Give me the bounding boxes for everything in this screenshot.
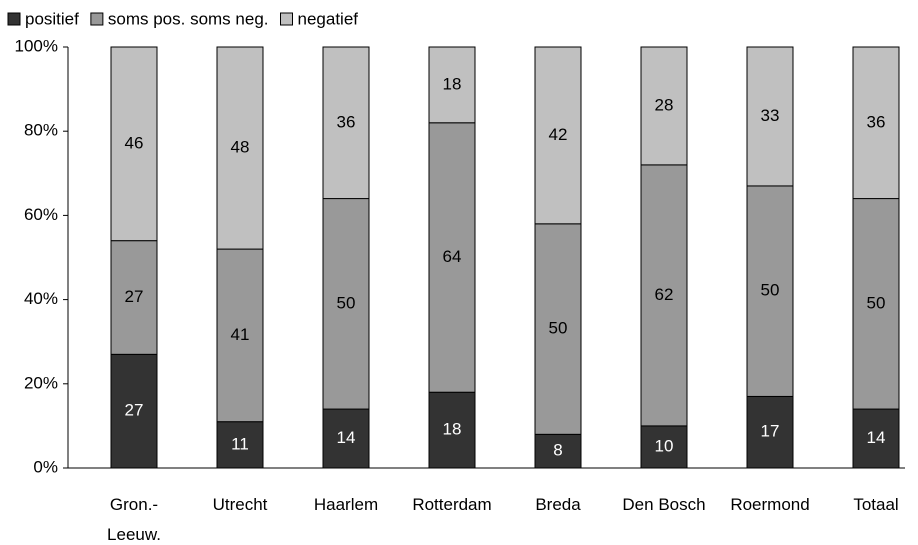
value-label: 50 [549,319,568,338]
value-label: 18 [443,74,462,93]
legend-swatch [7,12,21,26]
value-label: 42 [549,125,568,144]
x-tick-label: Den Bosch [622,495,706,514]
x-tick-label: Rotterdam [412,495,492,514]
bar-segment [534,433,582,469]
x-tick-label: Totaal [853,495,899,514]
x-tick-label: Gron.- Leeuw. [107,495,161,544]
bar-segment [322,46,370,200]
bar-segment [746,185,794,397]
x-tick-label: Roermond [730,495,810,514]
bar-segment [110,240,158,355]
bar-segment [428,391,476,469]
bar-segment [640,164,688,427]
bar-segment [428,46,476,124]
value-label: 46 [125,133,144,152]
bar-segment [746,46,794,187]
y-tick-label: 40% [24,289,58,308]
value-label: 62 [655,285,674,304]
bar-segment [216,421,264,469]
value-label: 33 [761,106,780,125]
value-label: 50 [761,281,780,300]
legend-label: soms pos. soms neg. [108,9,269,28]
value-label: 17 [761,422,780,441]
bar-segment [852,46,900,200]
bar-segment [322,408,370,469]
value-label: 50 [337,293,356,312]
bar-segment [216,46,264,250]
bar-segment [640,46,688,166]
value-label: 11 [231,434,249,453]
x-tick-label: Utrecht [212,495,268,514]
y-tick-label: 20% [24,373,58,392]
bar-segment [640,425,688,469]
value-label: 8 [553,441,562,460]
bar-segment [852,198,900,410]
x-tick-label: Haarlem [313,495,379,514]
value-label: 18 [443,420,462,439]
bar-segment [534,46,582,225]
legend-swatch [280,12,293,26]
value-label: 14 [337,428,356,447]
value-label: 36 [867,112,886,131]
y-tick-label: 80% [24,121,58,140]
value-label: 28 [655,95,674,114]
value-label: 27 [125,287,144,306]
bar-segment [428,122,476,393]
value-label: 48 [231,138,250,157]
value-label: 36 [337,112,356,131]
value-label: 10 [655,436,674,455]
bar-segment [322,198,370,410]
bar-segment [216,248,264,423]
legend-label: positief [25,9,79,28]
value-label: 14 [867,428,886,447]
y-tick-label: 60% [24,205,58,224]
bar-segment [534,223,582,435]
legend-swatch [90,12,104,26]
value-label: 27 [125,401,144,420]
value-label: 64 [443,247,462,266]
x-tick-label: Breda [535,495,581,514]
legend-label: negatief [298,9,359,28]
y-tick-label: 0% [33,457,58,476]
bar-segment [110,46,158,242]
value-label: 41 [231,325,250,344]
y-tick-label: 100% [15,36,58,55]
value-label: 50 [867,293,886,312]
